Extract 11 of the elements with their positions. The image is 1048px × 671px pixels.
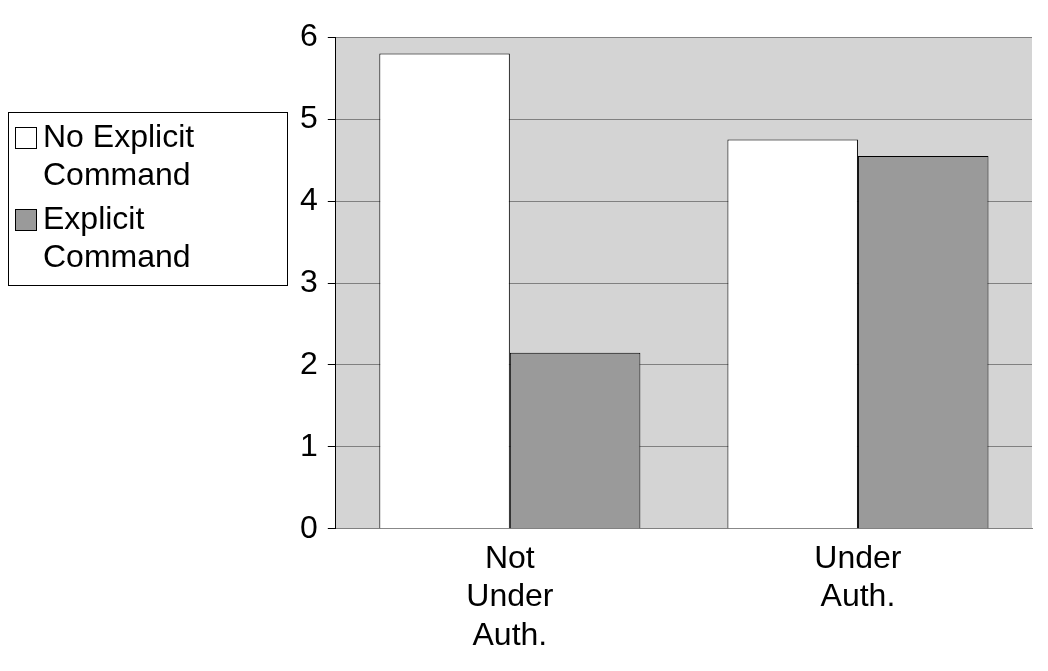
y-tick-label: 3 — [300, 262, 318, 299]
y-tick-label: 1 — [300, 426, 318, 463]
y-tick-label: 6 — [300, 17, 318, 54]
legend-label: No Explicit Command — [43, 117, 196, 193]
y-tick-label: 0 — [300, 508, 318, 545]
y-tick-label: 4 — [300, 180, 318, 217]
x-tick-label: Under Auth. — [814, 538, 902, 614]
legend-label: Explicit Command — [43, 199, 192, 275]
x-tick-label: Not Under Auth. — [466, 538, 554, 652]
y-tick-label: 5 — [300, 98, 318, 135]
y-tick-label: 2 — [300, 344, 318, 381]
